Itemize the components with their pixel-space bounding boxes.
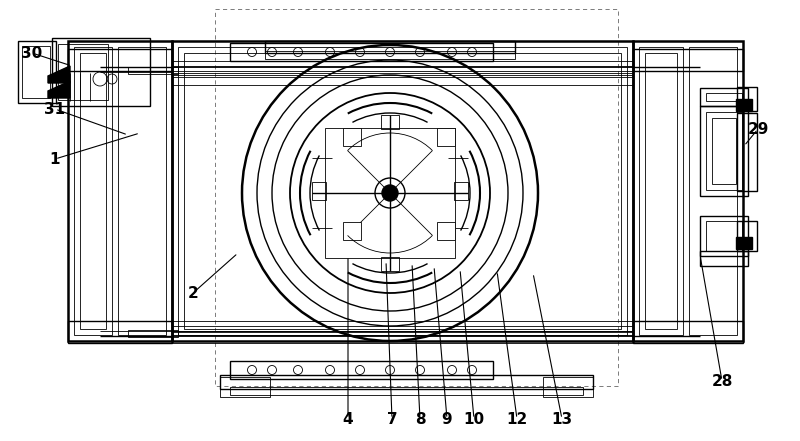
Bar (230, 361, 493, 379)
Bar (543, 377, 593, 397)
Bar (52, 38, 150, 106)
Bar (706, 112, 742, 190)
Bar (172, 41, 633, 341)
Bar (230, 387, 583, 395)
Text: 2: 2 (188, 285, 198, 300)
Text: 12: 12 (506, 411, 528, 426)
Bar (74, 47, 112, 335)
Bar (265, 41, 515, 53)
Bar (700, 216, 748, 256)
Bar (736, 99, 752, 111)
Bar (381, 115, 399, 129)
Bar (230, 43, 493, 61)
Bar (437, 222, 455, 240)
Bar (736, 237, 752, 249)
Text: 10: 10 (463, 411, 485, 426)
Bar (700, 106, 748, 196)
Bar (184, 53, 621, 329)
Bar (633, 41, 743, 341)
Text: 9: 9 (442, 411, 452, 426)
Bar (712, 118, 736, 184)
Text: 8: 8 (414, 411, 426, 426)
Text: 31: 31 (45, 101, 66, 116)
Bar (706, 93, 742, 101)
Bar (128, 330, 178, 337)
Bar (22, 46, 50, 98)
Bar (118, 47, 166, 335)
Bar (737, 87, 757, 111)
Text: 29: 29 (747, 122, 769, 137)
Bar (18, 41, 56, 103)
Bar (343, 128, 361, 146)
Bar (178, 47, 627, 335)
Bar (220, 375, 593, 389)
Bar (633, 321, 743, 343)
Bar (645, 53, 677, 329)
Bar (325, 128, 455, 258)
Bar (172, 61, 633, 73)
Text: 7: 7 (386, 411, 398, 426)
Polygon shape (48, 81, 70, 98)
Bar (265, 51, 515, 59)
Bar (639, 47, 683, 335)
Text: 28: 28 (711, 374, 733, 389)
Bar (454, 182, 468, 200)
Circle shape (382, 185, 398, 201)
Bar (80, 53, 106, 329)
Text: 30: 30 (22, 45, 42, 60)
Bar (172, 331, 633, 343)
Bar (68, 41, 172, 341)
Bar (737, 221, 757, 251)
Polygon shape (48, 66, 70, 83)
Text: 1: 1 (50, 152, 60, 167)
Bar (343, 222, 361, 240)
Bar (172, 75, 633, 85)
Bar (58, 44, 108, 100)
Bar (706, 221, 742, 251)
Text: 4: 4 (342, 411, 354, 426)
Bar (737, 113, 757, 191)
Bar (437, 128, 455, 146)
Bar (172, 321, 633, 331)
Bar (689, 47, 737, 335)
Bar (68, 49, 172, 71)
Bar (220, 377, 270, 397)
Bar (700, 88, 748, 106)
Bar (700, 251, 748, 266)
Bar (312, 182, 326, 200)
Bar (128, 67, 178, 74)
Bar (68, 321, 172, 343)
Bar (633, 49, 743, 71)
Text: 13: 13 (551, 411, 573, 426)
Bar (381, 257, 399, 271)
